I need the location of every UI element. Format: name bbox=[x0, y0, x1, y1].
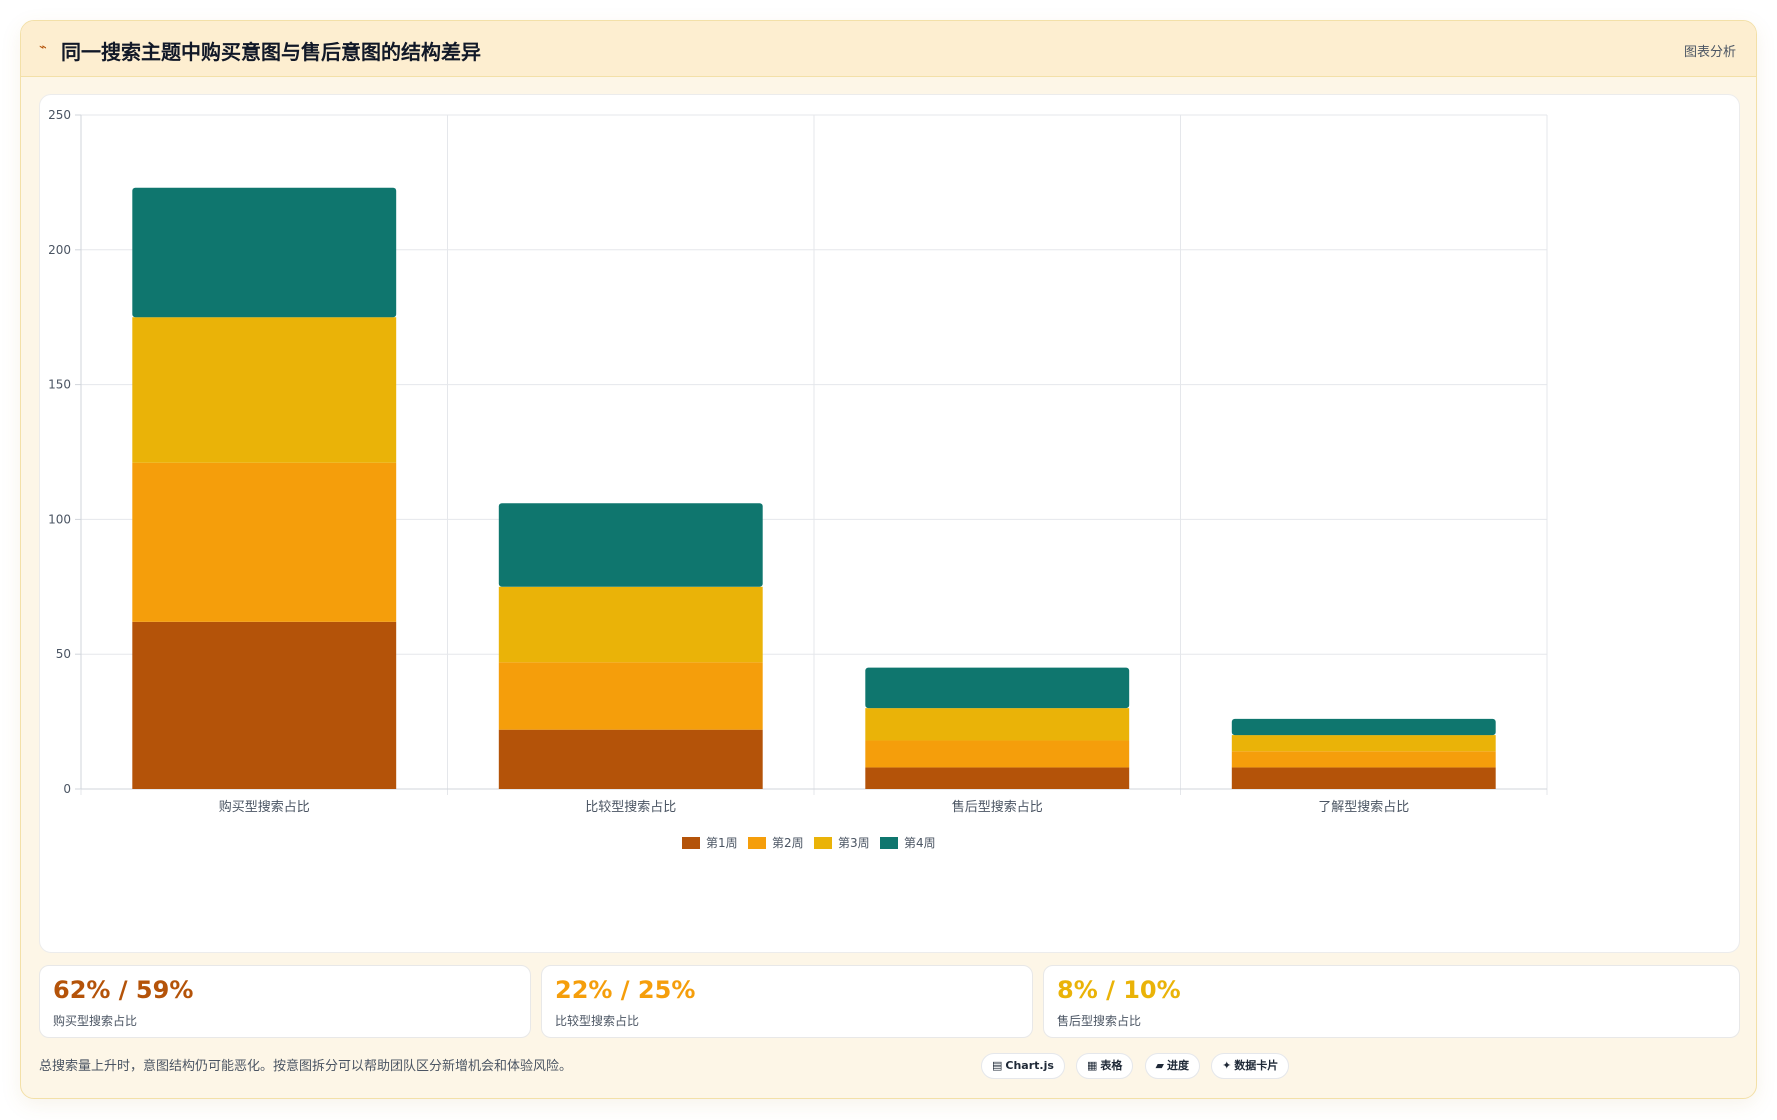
bar-segment bbox=[132, 462, 397, 622]
bar-segment bbox=[132, 621, 397, 789]
bar-segment bbox=[865, 667, 1130, 709]
stat-value: 22% / 25% bbox=[555, 976, 696, 1004]
legend-swatch bbox=[814, 837, 832, 849]
card-header: ⌁ 同一搜索主题中购买意图与售后意图的结构差异 图表分析 bbox=[21, 21, 1756, 77]
legend-label: 第1周 bbox=[706, 836, 738, 850]
tech-pills: ▤ Chart.js ▦ 表格 ▰ 进度 ✦ 数据卡片 bbox=[981, 1053, 1295, 1079]
stat-value: 62% / 59% bbox=[53, 976, 194, 1004]
chart-card: ⌁ 同一搜索主题中购买意图与售后意图的结构差异 图表分析 0 50 100 150 20… bbox=[20, 20, 1757, 1099]
pill-table[interactable]: ▦ 表格 bbox=[1076, 1053, 1134, 1079]
legend-label: 第3周 bbox=[838, 836, 870, 850]
chart-icon: ▤ bbox=[992, 1059, 1003, 1072]
pill-data-card[interactable]: ✦ 数据卡片 bbox=[1211, 1053, 1290, 1079]
bar-segment bbox=[498, 729, 763, 789]
bar-segment bbox=[132, 317, 397, 463]
legend-label: 第4周 bbox=[904, 836, 936, 850]
stacked-bar-chart: 0 50 100 150 200 250 购买型搜索占比 比较型搜索占比 售后型搜索占比 了解型搜… bbox=[48, 108, 1548, 850]
bar-segment bbox=[498, 503, 763, 587]
bar-segment bbox=[132, 187, 397, 318]
progress-icon: ▰ bbox=[1155, 1059, 1164, 1072]
page-title: 同一搜索主题中购买意图与售后意图的结构差异 bbox=[61, 40, 481, 64]
legend-swatch bbox=[682, 837, 700, 849]
bar-segment bbox=[1231, 718, 1496, 736]
y-tick-label: 0 bbox=[63, 782, 71, 796]
bar-segment bbox=[865, 767, 1130, 789]
pill-chartjs[interactable]: ▤ Chart.js bbox=[981, 1053, 1065, 1079]
pill-progress[interactable]: ▰ 进度 bbox=[1144, 1053, 1200, 1079]
x-tick-label: 比较型搜索占比 bbox=[585, 800, 676, 815]
trend-icon: ⌁ bbox=[39, 40, 47, 55]
y-tick-label: 100 bbox=[48, 512, 71, 526]
bar-segment bbox=[498, 586, 763, 663]
legend-swatch bbox=[748, 837, 766, 849]
stat-value: 8% / 10% bbox=[1057, 976, 1181, 1004]
y-tick-label: 50 bbox=[56, 647, 71, 661]
bar-segment bbox=[1231, 767, 1496, 789]
bar-segment bbox=[865, 740, 1130, 768]
y-tick-label: 250 bbox=[48, 108, 71, 122]
footnote: 总搜索量上升时，意图结构仍可能恶化。按意图拆分可以帮助团队区分新增机会和体验风险… bbox=[39, 1059, 573, 1074]
bar-segment bbox=[865, 708, 1130, 741]
stat-label: 比较型搜索占比 bbox=[555, 1014, 640, 1028]
stat-card-purchase: 62% / 59% 购买型搜索占比 bbox=[39, 965, 531, 1038]
y-tick-label: 200 bbox=[48, 243, 71, 257]
x-tick-label: 售后型搜索占比 bbox=[952, 799, 1043, 815]
sparkle-icon: ✦ bbox=[1222, 1059, 1232, 1072]
chart-analysis-tag[interactable]: 图表分析 bbox=[1683, 45, 1736, 60]
stat-label: 购买型搜索占比 bbox=[53, 1014, 138, 1028]
legend-label: 第2周 bbox=[772, 836, 804, 850]
chart-panel: 0 50 100 150 200 250 购买型搜索占比 比较型搜索占比 售后型搜索占比 了解型搜… bbox=[39, 94, 1740, 953]
stat-card-aftersales: 8% / 10% 售后型搜索占比 bbox=[1043, 965, 1740, 1038]
table-icon: ▦ bbox=[1087, 1059, 1098, 1072]
stat-card-compare: 22% / 25% 比较型搜索占比 bbox=[541, 965, 1033, 1038]
x-tick-label: 购买型搜索占比 bbox=[219, 799, 310, 815]
bar-segment bbox=[1231, 735, 1496, 752]
stat-label: 售后型搜索占比 bbox=[1057, 1014, 1142, 1028]
bar-segment bbox=[498, 662, 763, 730]
legend-swatch bbox=[880, 837, 898, 849]
y-tick-label: 150 bbox=[48, 378, 71, 392]
x-tick-label: 了解型搜索占比 bbox=[1318, 800, 1409, 815]
bar-segment bbox=[1231, 751, 1496, 768]
